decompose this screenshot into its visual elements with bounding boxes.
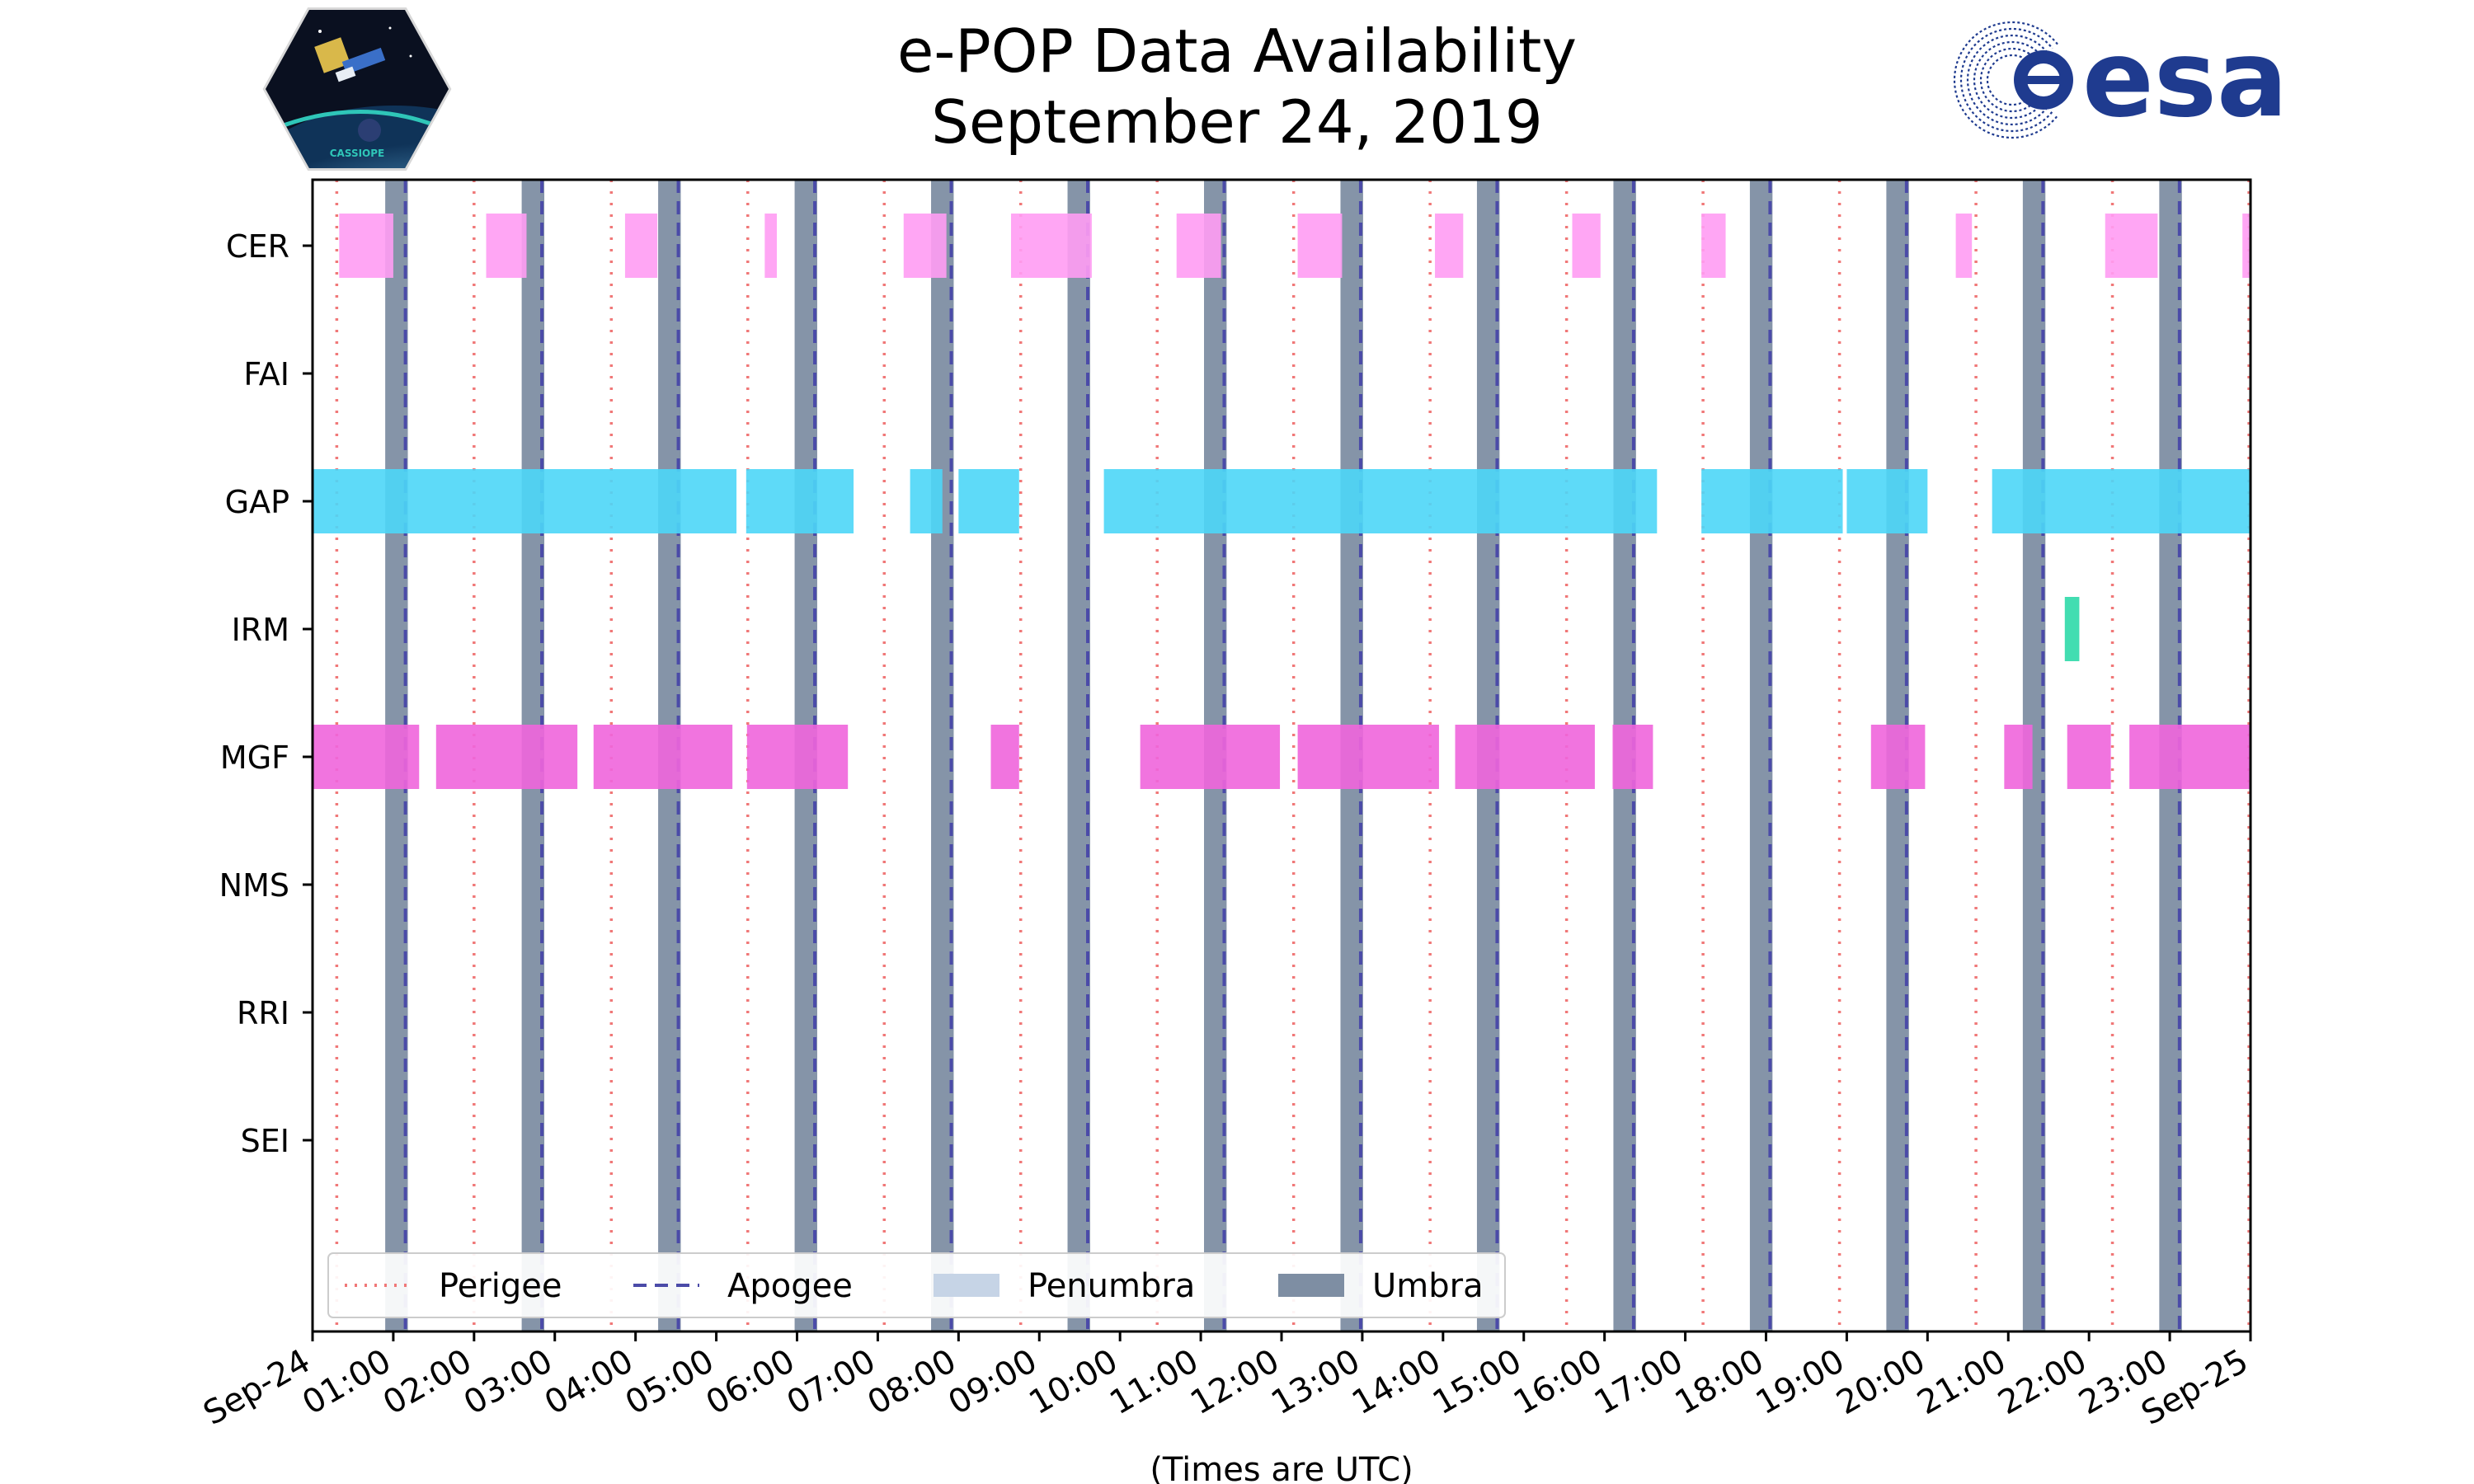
cassiope-logo: CASSIOPE (262, 7, 452, 171)
x-tick-label: 21:00 (1911, 1342, 2012, 1422)
availability-bar-gap (1701, 469, 1843, 533)
availability-bar-cer (1572, 214, 1601, 278)
availability-bar-cer (1435, 214, 1464, 278)
availability-bar-mgf (2067, 725, 2111, 789)
legend-label-penumbra: Penumbra (1028, 1267, 1195, 1305)
x-tick-label: 20:00 (1830, 1342, 1931, 1422)
availability-bar-gap (313, 469, 737, 533)
x-tick-label: 17:00 (1588, 1342, 1690, 1422)
x-tick-label: 01:00 (296, 1342, 397, 1422)
plot-area (311, 178, 2252, 1333)
chart-title-line-2: September 24, 2019 (931, 87, 1543, 157)
legend-label-perigee: Perigee (439, 1267, 562, 1305)
legend-swatch-umbra (1278, 1274, 1344, 1297)
x-tick-label: 09:00 (942, 1342, 1043, 1422)
y-tick-label-cer: CER (226, 228, 289, 265)
y-tick-label-gap: GAP (225, 484, 289, 520)
legend-label-apogee: Apogee (727, 1267, 853, 1305)
availability-bar-mgf (593, 725, 733, 789)
availability-bar-gap (1992, 469, 2251, 533)
x-tick-label: 16:00 (1507, 1342, 1609, 1422)
y-tick-label-fai: FAI (243, 356, 289, 392)
availability-bar-mgf (435, 725, 578, 789)
x-tick-label: 15:00 (1427, 1342, 1528, 1422)
availability-bar-mgf (1870, 725, 1926, 789)
availability-bar-cer (486, 214, 527, 278)
x-tick-label: 03:00 (458, 1342, 559, 1422)
availability-bar-cer (1297, 214, 1343, 278)
umbra-band (1749, 180, 1773, 1331)
x-tick-label: 13:00 (1265, 1342, 1366, 1422)
y-tick-label-mgf: MGF (220, 740, 289, 776)
availability-bar-cer (1010, 214, 1092, 278)
availability-bar-gap (745, 469, 854, 533)
x-tick-label: 07:00 (781, 1342, 882, 1422)
x-tick-label: 12:00 (1184, 1342, 1286, 1422)
availability-bar-mgf (1297, 725, 1439, 789)
umbra-band (1067, 180, 1090, 1331)
chart-title-line-1: e-POP Data Availability (897, 16, 1577, 86)
availability-bar-cer (624, 214, 658, 278)
x-tick-label: 06:00 (700, 1342, 802, 1422)
x-axis-label: (Times are UTC) (1150, 1451, 1413, 1484)
availability-bar-mgf (990, 725, 1019, 789)
x-axis: Sep-2401:0002:0003:0004:0005:0006:0007:0… (197, 1331, 2255, 1433)
availability-bar-cer (764, 214, 778, 278)
availability-bar-gap (1846, 469, 1928, 533)
y-tick-label-irm: IRM (232, 612, 289, 648)
availability-bar-mgf (313, 725, 420, 789)
x-tick-label: 05:00 (619, 1342, 721, 1422)
x-tick-label: 02:00 (377, 1342, 478, 1422)
availability-bar-gap (958, 469, 1019, 533)
y-tick-label-nms: NMS (219, 867, 289, 904)
availability-bar-mgf (2129, 725, 2251, 789)
availability-bar-mgf (1612, 725, 1653, 789)
y-axis: CER FAI GAP IRM MGF NMS RRI SEI (219, 228, 313, 1159)
availability-bar-gap (1103, 469, 1658, 533)
legend-swatch-penumbra (934, 1274, 999, 1297)
availability-bar-gap (910, 469, 943, 533)
esa-logo-text: esa (2082, 18, 2288, 141)
x-tick-label: 10:00 (1023, 1342, 1124, 1422)
availability-bar-cer (1955, 214, 1973, 278)
availability-bar-mgf (1140, 725, 1281, 789)
x-tick-label: 04:00 (539, 1342, 640, 1422)
y-tick-label-rri: RRI (237, 995, 289, 1031)
availability-bar-mgf (746, 725, 849, 789)
x-tick-label: 22:00 (1992, 1342, 2093, 1422)
x-tick-label: 14:00 (1346, 1342, 1447, 1422)
availability-bar-mgf (1455, 725, 1595, 789)
x-tick-label: 11:00 (1103, 1342, 1205, 1422)
availability-bar-cer (2242, 214, 2251, 278)
x-tick-label: 08:00 (861, 1342, 962, 1422)
esa-logo: esa (1953, 18, 2288, 141)
legend-box (327, 1252, 1506, 1318)
availability-bar-cer (1701, 214, 1726, 278)
availability-bar-mgf (2004, 725, 2033, 789)
availability-bar-cer (339, 214, 393, 278)
availability-bar-irm (2064, 597, 2080, 661)
y-tick-label-sei: SEI (241, 1123, 289, 1159)
availability-bar-cer (903, 214, 947, 278)
x-tick-label: 18:00 (1669, 1342, 1771, 1422)
availability-bar-cer (1176, 214, 1221, 278)
x-tick-label: 19:00 (1750, 1342, 1851, 1422)
legend-label-umbra: Umbra (1372, 1267, 1484, 1305)
availability-bar-cer (2105, 214, 2158, 278)
umbra-band (931, 180, 954, 1331)
cassiope-logo-text: CASSIOPE (330, 148, 385, 159)
legend: Perigee Apogee Penumbra Umbra (327, 1252, 1506, 1318)
